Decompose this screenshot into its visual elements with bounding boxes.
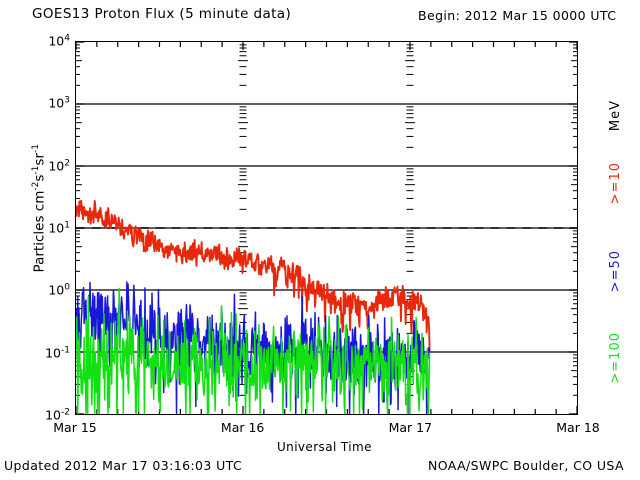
x-tick-label: Mar 17: [388, 420, 433, 435]
updated-timestamp: Updated 2012 Mar 17 03:16:03 UTC: [4, 458, 243, 473]
y-tick-label: 102: [48, 158, 70, 174]
x-tick-label: Mar 18: [556, 420, 600, 435]
x-axis-label: Universal Time: [277, 440, 372, 454]
y-tick-label: 103: [48, 95, 70, 111]
begin-time-label: Begin: 2012 Mar 15 0000 UTC: [418, 8, 617, 23]
y-tick-label: 101: [48, 220, 70, 236]
y-tick-label: 100: [48, 282, 70, 298]
chart-title: GOES13 Proton Flux (5 minute data): [32, 6, 292, 22]
plot-area: [75, 41, 578, 415]
plot-svg: [76, 42, 577, 414]
y-axis-tick-labels: 104 103 102 101 100 10-1 10-2: [10, 33, 70, 422]
x-tick-label: Mar 16: [220, 420, 265, 435]
legend-item-ge100: >=100: [608, 332, 623, 384]
y-tick-label: 10-2: [45, 407, 70, 423]
x-tick-label: Mar 15: [53, 420, 97, 435]
legend-item-ge50: >=50: [608, 250, 623, 293]
x-axis-tick-labels: Mar 15 Mar 16 Mar 17 Mar 18: [53, 420, 599, 440]
legend-unit-mev: MeV: [608, 100, 623, 132]
y-tick-label: 10-1: [45, 345, 70, 361]
source-credit: NOAA/SWPC Boulder, CO USA: [428, 458, 624, 473]
y-tick-label: 104: [48, 33, 70, 49]
legend: MeV >=10 >=50 >=100: [608, 100, 638, 400]
legend-item-ge10: >=10: [608, 162, 623, 205]
